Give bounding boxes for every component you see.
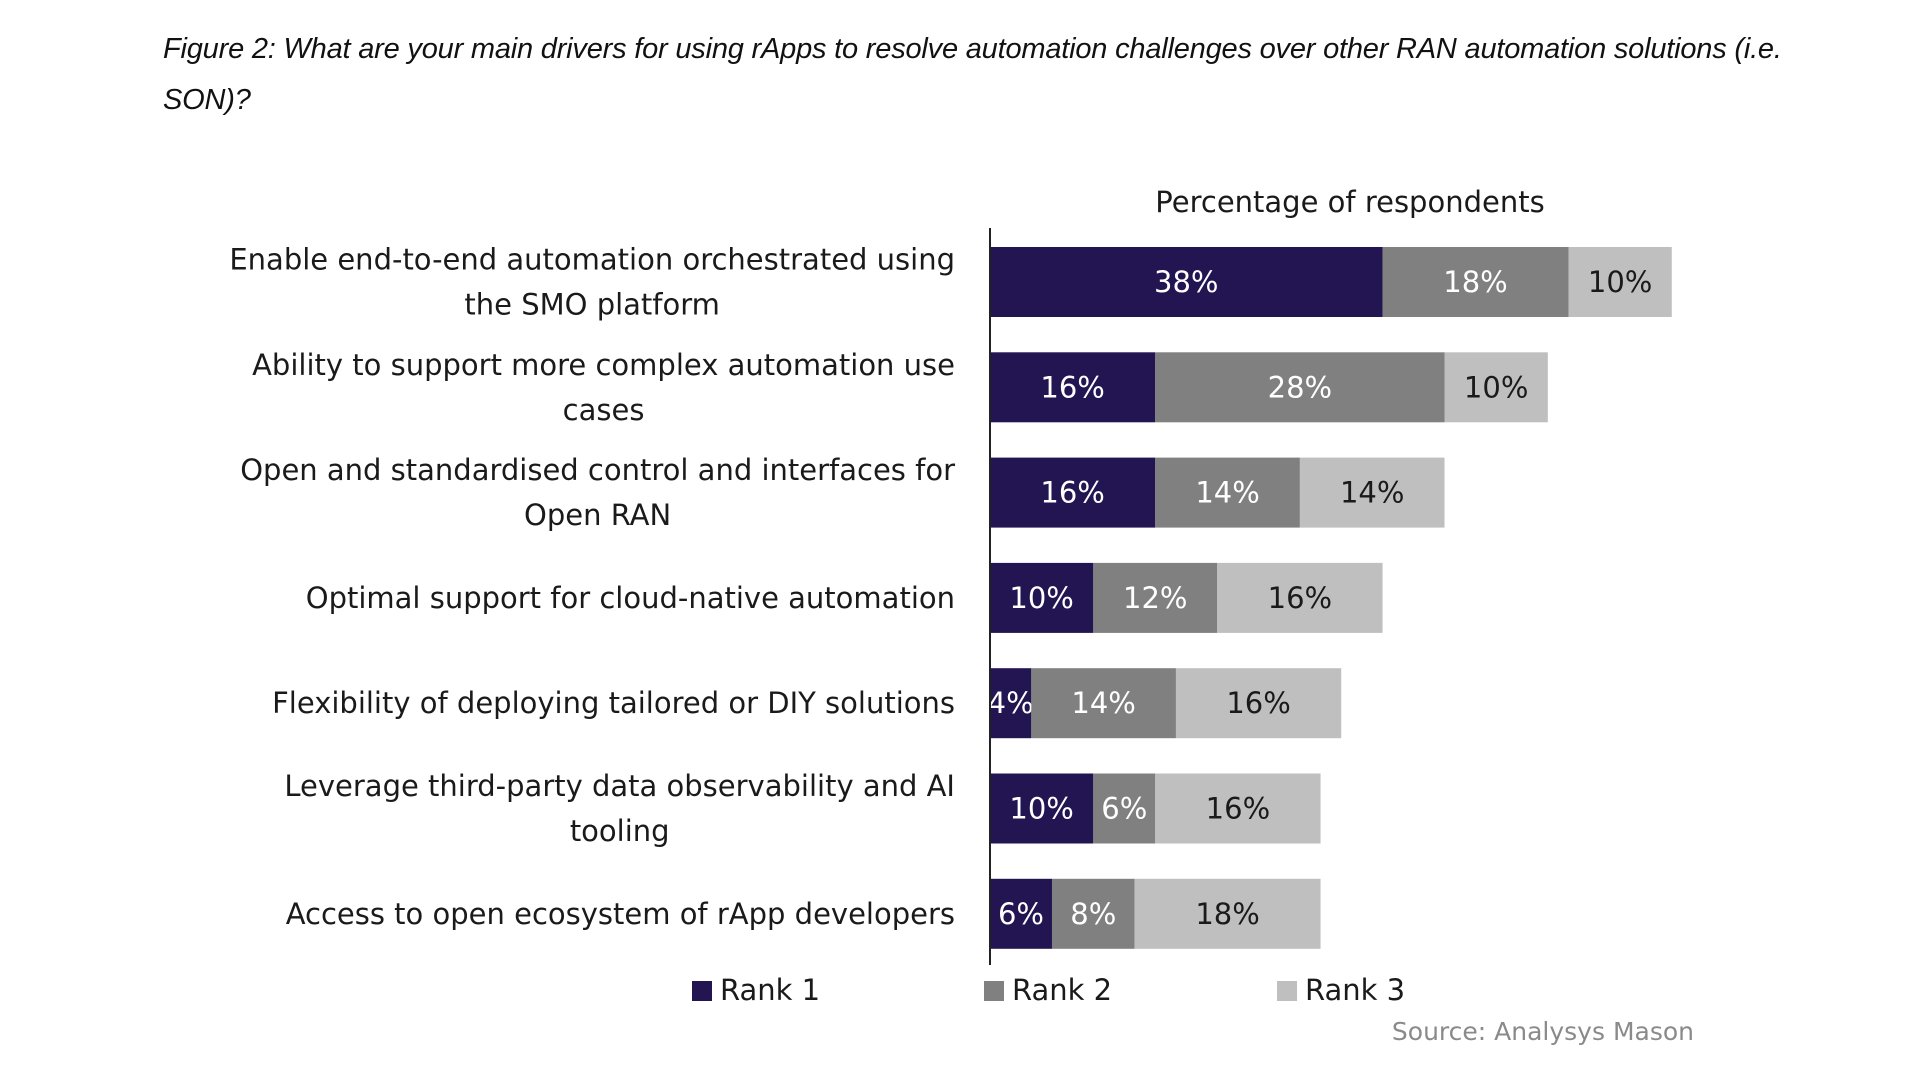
data-label: 10% (1009, 792, 1073, 826)
legend-label: Rank 2 (1012, 973, 1112, 1007)
bar-segment-rank-1 (990, 878, 1052, 949)
data-label: 14% (1071, 686, 1135, 720)
category-label-line: Open and standardised control and interf… (240, 453, 955, 487)
data-label: 10% (1464, 370, 1528, 404)
bar-segment-rank-3 (1299, 457, 1445, 528)
bar-segment-rank-3 (1175, 668, 1342, 739)
data-label: 6% (1101, 792, 1147, 826)
category-label-line: Open RAN (524, 498, 671, 532)
category-labels: Enable end-to-end automation orchestrate… (229, 243, 955, 931)
bar-segment-rank-2 (1031, 668, 1176, 739)
category-label-line: the SMO platform (464, 288, 720, 322)
figure-title: Figure 2: What are your main drivers for… (163, 33, 1782, 116)
category-label: Open and standardised control and interf… (240, 453, 955, 532)
category-label: Access to open ecosystem of rApp develop… (286, 897, 955, 931)
bar-segment-rank-2 (1093, 562, 1218, 633)
category-label-line: Leverage third-party data observability … (284, 769, 955, 803)
bar-segment-rank-1 (990, 247, 1383, 317)
data-label: 38% (1154, 265, 1218, 299)
bar-segment-rank-1 (990, 457, 1156, 528)
category-label-line: Ability to support more complex automati… (252, 348, 955, 382)
category-label-line: Flexibility of deploying tailored or DIY… (272, 686, 955, 720)
category-label: Optimal support for cloud-native automat… (306, 581, 955, 615)
category-label-line: tooling (570, 814, 670, 848)
source-note: Source: Analysys Mason (1392, 1017, 1694, 1046)
category-label-line: Optimal support for cloud-native automat… (306, 581, 955, 615)
category-label: Ability to support more complex automati… (252, 348, 955, 427)
x-axis-title: Percentage of respondents (1155, 185, 1544, 219)
bar-segment-rank-1 (990, 668, 1032, 739)
bar-segment-rank-3 (1155, 773, 1321, 844)
bars-group: 38% 18% 10% 16% 28% 10% 16% 14% 14% 10% 12% 16% 4% 14… (988, 247, 1672, 949)
data-label: 8% (1070, 897, 1116, 931)
legend-item: Rank 2 (984, 973, 1112, 1007)
data-label: 10% (1588, 265, 1652, 299)
data-label: 18% (1195, 897, 1259, 931)
data-label: 18% (1443, 265, 1507, 299)
data-label: 16% (1040, 476, 1104, 510)
legend-swatch (692, 981, 712, 1001)
bar-segment-rank-3 (1568, 247, 1672, 317)
bar-segment-rank-2 (1155, 457, 1300, 528)
data-label: 16% (1226, 686, 1290, 720)
bar-segment-rank-1 (990, 352, 1156, 423)
legend-item: Rank 3 (1277, 973, 1405, 1007)
bar-segment-rank-3 (1134, 878, 1321, 949)
legend-label: Rank 3 (1305, 973, 1405, 1007)
category-label-line: cases (563, 393, 645, 427)
category-label: Flexibility of deploying tailored or DIY… (272, 686, 955, 720)
bar-segment-rank-2 (1155, 352, 1445, 423)
data-label: 16% (1206, 792, 1270, 826)
legend-swatch (1277, 981, 1297, 1001)
data-label: 28% (1268, 370, 1332, 404)
bar-segment-rank-1 (990, 773, 1094, 844)
data-label: 6% (998, 897, 1044, 931)
category-label: Leverage third-party data observability … (284, 769, 955, 848)
bar-segment-rank-2 (1051, 878, 1135, 949)
data-label: 16% (1040, 370, 1104, 404)
bar-segment-rank-3 (1444, 352, 1548, 423)
bar-segment-rank-2 (1093, 773, 1156, 844)
bar-segment-rank-1 (990, 562, 1094, 633)
bar-segment-rank-3 (1217, 562, 1383, 633)
data-label: 4% (988, 686, 1034, 720)
data-label: 10% (1009, 581, 1073, 615)
legend-item: Rank 1 (692, 973, 820, 1007)
legend-label: Rank 1 (720, 973, 820, 1007)
legend: Rank 1 Rank 2 Rank 3 (692, 973, 1405, 1007)
data-label: 14% (1340, 476, 1404, 510)
category-label-line: Enable end-to-end automation orchestrate… (229, 243, 955, 277)
bar-segment-rank-2 (1382, 247, 1569, 317)
legend-swatch (984, 981, 1004, 1001)
data-label: 12% (1123, 581, 1187, 615)
category-label: Enable end-to-end automation orchestrate… (229, 243, 955, 322)
category-label-line: Access to open ecosystem of rApp develop… (286, 897, 955, 931)
data-label: 16% (1268, 581, 1332, 615)
data-label: 14% (1195, 476, 1259, 510)
